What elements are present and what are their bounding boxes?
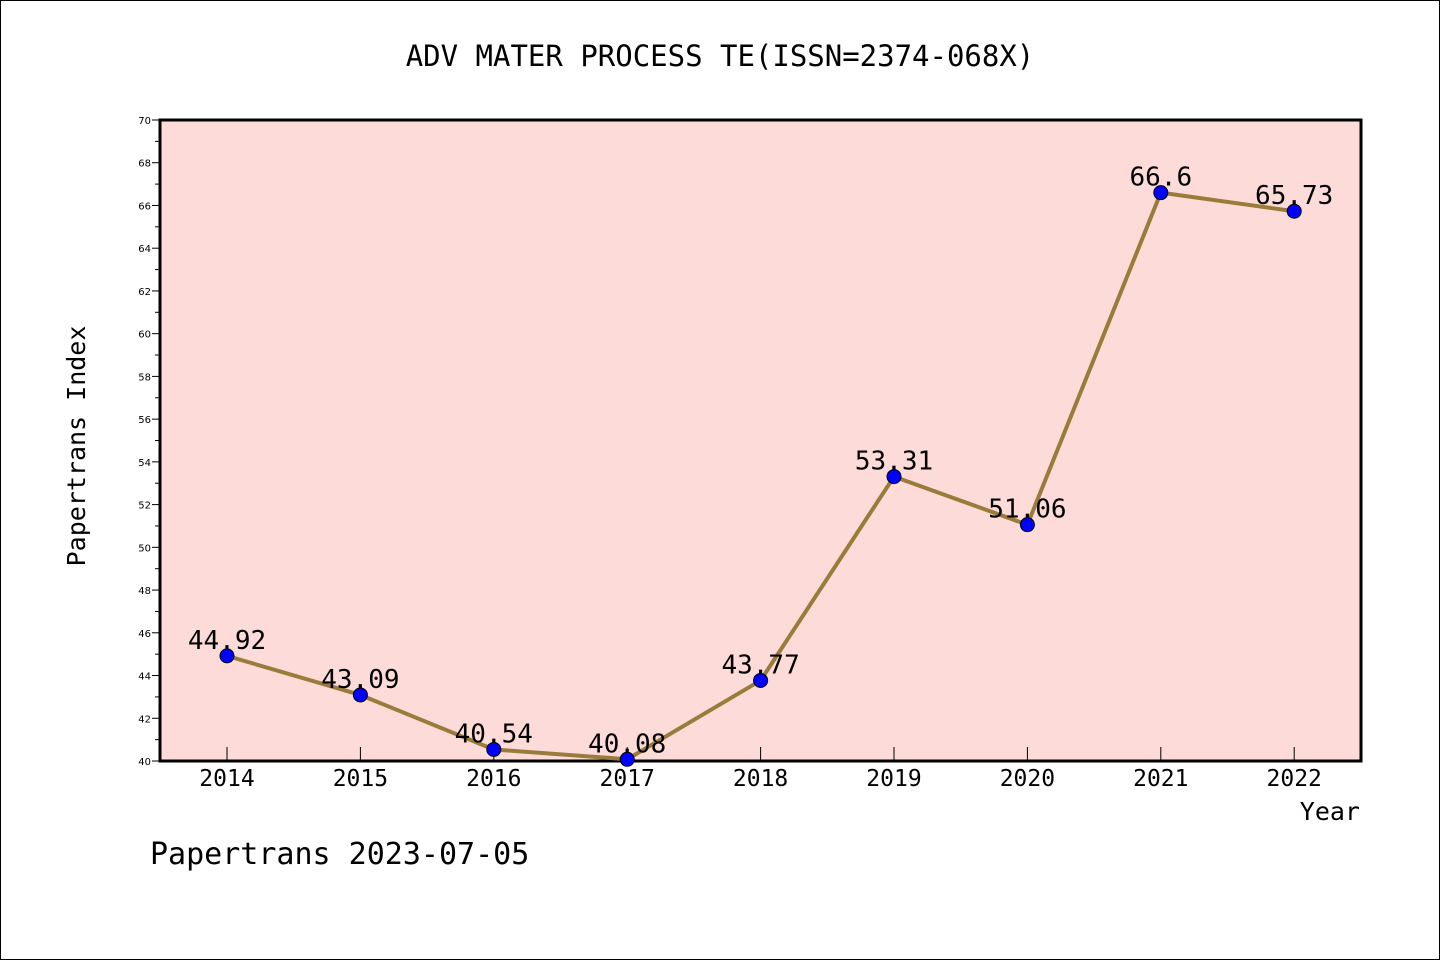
data-point <box>1153 185 1169 201</box>
data-label: 43.09 <box>321 665 399 695</box>
x-tick-label: 2020 <box>1000 766 1055 792</box>
data-point <box>1019 517 1035 533</box>
data-point <box>1286 203 1302 219</box>
y-tick-label: 66 <box>138 201 151 212</box>
data-label: 66.6 <box>1129 163 1192 193</box>
data-label: 65.73 <box>1255 181 1333 211</box>
x-tick-label: 2019 <box>866 766 921 792</box>
y-tick-label: 52 <box>138 501 151 512</box>
data-marker-group <box>219 185 1302 767</box>
data-label: 43.77 <box>721 650 799 680</box>
data-label-group: 44.92 43.09 40.54 40.08 43.77 53.31 51.06 66.6 6… <box>188 163 1333 760</box>
y-tick-label: 56 <box>138 415 151 426</box>
y-axis-label: Papertrans Index <box>62 326 91 567</box>
x-axis-label: Year <box>1300 797 1360 826</box>
x-tick-label: 2016 <box>466 766 521 792</box>
y-tick-label: 50 <box>138 543 151 554</box>
y-tick-label: 62 <box>138 287 151 298</box>
chart-title: ADV MATER PROCESS TE(ISSN=2374-068X) <box>406 39 1035 73</box>
footer-text: Papertrans 2023-07-05 <box>150 837 529 872</box>
data-label: 40.08 <box>588 729 666 759</box>
data-label: 53.31 <box>855 447 933 477</box>
plot-area <box>158 118 1363 763</box>
y-tick-label: 54 <box>138 458 151 469</box>
x-tick-label: 2018 <box>733 766 788 792</box>
y-axis: 40 42 44 46 48 50 52 54 56 58 60 62 64 66 68 70 <box>138 116 160 768</box>
x-tick-label: 2022 <box>1267 766 1322 792</box>
x-tick-label: 2021 <box>1133 766 1188 792</box>
x-tick-label: 2014 <box>199 766 254 792</box>
y-tick-label: 44 <box>138 672 151 683</box>
y-tick-label: 70 <box>138 116 151 127</box>
x-tick-label: 2017 <box>600 766 655 792</box>
y-tick-label: 58 <box>138 372 151 383</box>
data-label: 40.54 <box>455 719 533 749</box>
data-point <box>886 469 902 485</box>
y-tick-label: 64 <box>138 244 151 255</box>
data-point <box>753 672 769 688</box>
y-tick-label: 46 <box>138 629 151 640</box>
data-point <box>219 648 235 664</box>
data-point <box>352 687 368 703</box>
y-tick-label: 68 <box>138 159 151 170</box>
x-tick-label: 2015 <box>333 766 388 792</box>
y-tick-label: 42 <box>138 714 151 725</box>
data-label: 51.06 <box>988 495 1066 525</box>
y-tick-label: 40 <box>138 757 151 768</box>
y-tick-label: 60 <box>138 330 151 341</box>
data-label: 44.92 <box>188 626 266 656</box>
y-tick-label: 48 <box>138 586 151 597</box>
data-point <box>486 741 502 757</box>
data-point <box>619 751 635 767</box>
x-axis: 2014 2015 2016 2017 2018 2019 2020 2021 2022 <box>199 747 1322 792</box>
